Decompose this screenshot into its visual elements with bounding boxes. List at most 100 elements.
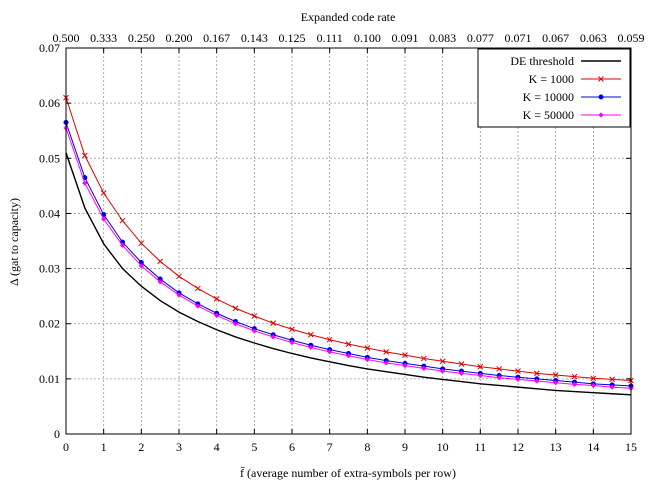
series-k-50000-point [458, 370, 465, 376]
x-tick-label: 1 [101, 440, 107, 454]
x2-tick-label: 0.059 [618, 31, 645, 45]
series-k-1000-point [213, 296, 220, 302]
series-k-50000-point [383, 360, 389, 366]
series-k-50000-point [232, 321, 239, 327]
series-k-50000-point [101, 216, 107, 222]
x2-tick-label: 0.071 [505, 31, 532, 45]
x-tick-label: 6 [289, 440, 295, 454]
series-k-1000-point [515, 368, 521, 374]
y-tick-label: 0.02 [39, 317, 60, 331]
x2-tick-label: 0.067 [542, 31, 569, 45]
series-k-50000-point [496, 375, 502, 381]
series-k-50000-point [402, 363, 408, 369]
series-k-1000-point [251, 313, 258, 319]
series-k-1000-point [477, 363, 484, 370]
series-k-1000-point [138, 240, 145, 247]
series-k-1000-point [552, 372, 559, 378]
y-tick-label: 0.07 [39, 41, 60, 55]
series-k-1000-point [571, 373, 578, 380]
series-k-1000-point [176, 273, 182, 280]
series-k-10000-line [65, 122, 632, 387]
series-k-50000-point [251, 328, 257, 334]
series-k-1000-point [345, 341, 352, 347]
y-tick-label: 0 [54, 427, 60, 441]
series-k-1000-point [496, 366, 503, 372]
legend-k-10000-label: K = 10000 [523, 90, 574, 104]
x-tick-label: 11 [475, 440, 487, 454]
x2-tick-label: 0.100 [354, 31, 381, 45]
series-k-50000-point [157, 279, 163, 285]
series-k-50000-point [327, 349, 333, 355]
x-tick-label: 9 [402, 440, 408, 454]
x2-tick-label: 0.250 [128, 31, 155, 45]
series-k-50000-point [364, 356, 370, 363]
x2-tick-label: 0.077 [467, 31, 494, 45]
series-layer [63, 94, 634, 396]
series-k-50000-point [553, 380, 559, 386]
y-tick-label: 0.06 [39, 96, 60, 110]
x-tick-label: 10 [437, 440, 449, 454]
series-k-1000-point [420, 355, 427, 362]
series-k-1000-point [439, 358, 446, 365]
x2-tick-label: 0.063 [580, 31, 607, 45]
series-k-1000-point [232, 305, 239, 312]
x2-tick-label: 0.091 [392, 31, 419, 45]
series-k-1000-point [81, 152, 88, 159]
series-k-50000-point [82, 180, 88, 186]
series-k-1000-point [458, 361, 465, 367]
plot-frame [65, 47, 632, 435]
y-tick-label: 0.04 [39, 206, 60, 220]
series-k-50000-point [421, 365, 427, 371]
x-tick-label: 3 [176, 440, 182, 454]
legend-k-50000-marker [598, 112, 604, 118]
x-tick-label: 7 [327, 440, 333, 454]
x2-axis-title: Expanded code rate [301, 10, 396, 24]
legend-de-threshold-label: DE threshold [510, 54, 574, 68]
x2-tick-label: 0.500 [53, 31, 80, 45]
y-tick-label: 0.03 [39, 262, 60, 276]
series-k-50000-point [308, 344, 314, 351]
x-tick-label: 13 [550, 440, 562, 454]
x-tick-label: 14 [587, 440, 599, 454]
series-k-1000-point [364, 345, 371, 351]
series-k-50000-point [590, 382, 596, 389]
series-k-50000-point [571, 381, 578, 387]
x2-tick-label: 0.083 [429, 31, 456, 45]
y-tick-label: 0.01 [39, 372, 60, 386]
x2-tick-label: 0.167 [203, 31, 230, 45]
series-k-1000-point [402, 352, 408, 358]
series-k-50000-point [289, 339, 295, 346]
x2-tick-label: 0.125 [279, 31, 306, 45]
legend: DE threshold K = 1000 K = 10000 K = 50000 [477, 48, 631, 128]
series-k-50000-point [195, 303, 201, 309]
y-tick-label: 0.05 [39, 151, 60, 165]
x-tick-label: 2 [138, 440, 144, 454]
x-axis-title: f̄ (average number of extra-symbols per … [240, 466, 456, 480]
series-k-1000-point [100, 190, 107, 196]
legend-k-10000-marker [598, 94, 604, 100]
series-de-threshold-line [65, 152, 632, 396]
series-k-1000-point [533, 370, 540, 377]
x2-tick-label: 0.200 [166, 31, 193, 45]
series-k-1000-point [307, 331, 314, 338]
series-k-50000-point [515, 376, 521, 383]
series-k-50000-point [534, 378, 540, 384]
series-k-1000-point [326, 336, 333, 343]
series-k-1000-point [289, 326, 295, 333]
ticks: 0 0.500 1 0.333 2 0.250 3 0.200 4 0.167 5 0.143 6 0.1… [39, 31, 645, 454]
series-k-1000-point [157, 258, 164, 265]
series-k-50000-point [345, 353, 352, 359]
x-tick-label: 15 [625, 440, 637, 454]
x-tick-label: 4 [214, 440, 220, 454]
x-tick-label: 0 [63, 440, 69, 454]
series-k-1000-point [590, 375, 597, 382]
x2-tick-label: 0.333 [90, 31, 117, 45]
series-k-50000-point [477, 372, 483, 379]
y-axis-title: Δ (gat to capacity) [7, 198, 21, 286]
series-k-50000-point [176, 292, 182, 298]
series-k-1000-line [65, 97, 632, 382]
x2-tick-label: 0.143 [241, 31, 268, 45]
series-k-1000-point [270, 320, 277, 327]
series-k-50000-point [270, 334, 276, 340]
